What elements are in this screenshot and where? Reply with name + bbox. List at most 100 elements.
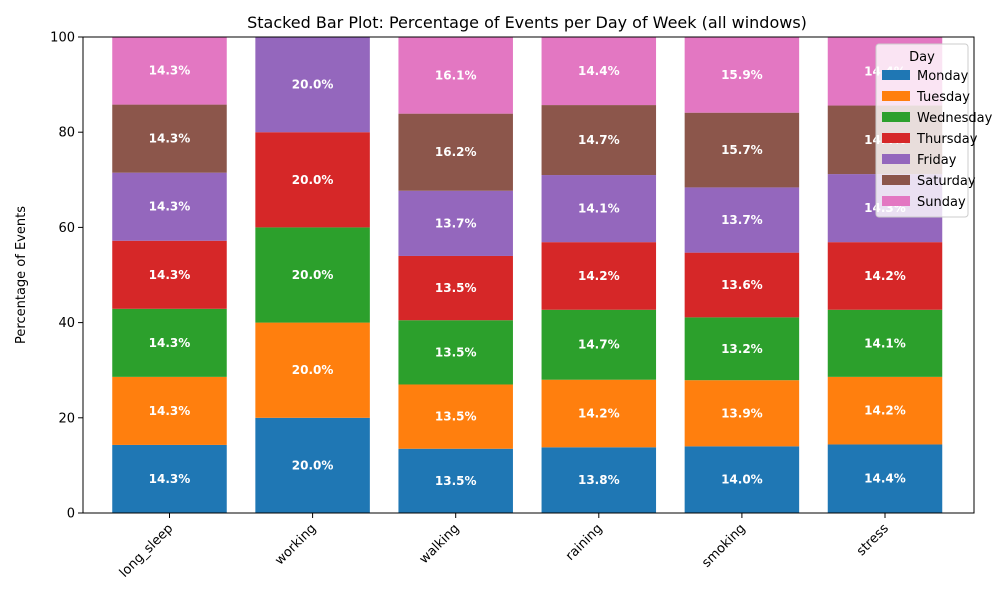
data-label: 14.3% — [149, 200, 191, 214]
bar-working-wednesday — [255, 227, 370, 323]
bar-walking-saturday — [398, 113, 513, 191]
bar-walking-sunday — [398, 37, 513, 114]
x-tick-label: working — [272, 521, 319, 568]
bar-walking-friday — [398, 190, 513, 256]
legend: Day Monday Tuesday Wednesday Thursday Friday S… — [875, 43, 993, 218]
bar-raining-monday — [541, 447, 657, 513]
data-label: 14.1% — [578, 202, 620, 216]
legend-swatch-friday — [882, 154, 910, 164]
data-label: 13.6% — [721, 278, 763, 292]
data-label: 20.0% — [292, 173, 334, 187]
y-tick-label: 0 — [67, 507, 75, 522]
legend-entry-saturday: Saturday — [917, 174, 976, 189]
bar-raining-thursday — [541, 242, 657, 310]
plot-frame — [82, 36, 975, 514]
bar-walking-tuesday — [398, 384, 513, 449]
bar-stress-tuesday — [827, 376, 943, 445]
legend-entry-friday: Friday — [917, 153, 957, 168]
data-label: 15.7% — [721, 143, 763, 157]
x-tick-label: raining — [563, 521, 606, 564]
legend-entry-tuesday: Tuesday — [916, 90, 970, 105]
legend-entry-sunday: Sunday — [917, 195, 966, 210]
y-axis-label: Percentage of Events — [14, 206, 29, 344]
bar-long_sleep-friday — [112, 172, 227, 241]
bar-smoking-monday — [684, 446, 800, 513]
data-label: 13.8% — [578, 473, 620, 487]
bar-walking-thursday — [398, 255, 513, 321]
x-tick-label: stress — [854, 521, 892, 559]
bar-stress-thursday — [827, 242, 943, 310]
data-label: 13.2% — [721, 342, 763, 356]
bar-raining-saturday — [541, 105, 657, 176]
x-tick-label: long_sleep — [117, 521, 177, 581]
bar-working-friday — [255, 37, 370, 133]
bar-long_sleep-monday — [112, 444, 227, 513]
legend-box — [875, 43, 969, 218]
y-tick-label: 60 — [58, 221, 75, 236]
data-label: 14.2% — [864, 404, 906, 418]
bar-smoking-saturday — [684, 112, 800, 188]
data-label: 20.0% — [292, 363, 334, 377]
legend-swatch-tuesday — [882, 91, 910, 101]
bar-smoking-friday — [684, 187, 800, 253]
legend-swatch-saturday — [882, 175, 910, 185]
legend-swatch-thursday — [882, 133, 910, 143]
data-label: 13.7% — [435, 216, 477, 230]
legend-entry-monday: Monday — [917, 69, 969, 84]
data-label: 14.3% — [149, 336, 191, 350]
bar-long_sleep-wednesday — [112, 308, 227, 377]
data-label: 14.7% — [578, 338, 620, 352]
bar-smoking-wednesday — [684, 317, 800, 381]
data-label: 13.5% — [435, 410, 477, 424]
bar-long_sleep-thursday — [112, 240, 227, 309]
bar-raining-tuesday — [541, 379, 657, 448]
data-label: 14.2% — [578, 269, 620, 283]
data-label: 14.3% — [149, 64, 191, 78]
data-label: 13.5% — [435, 474, 477, 488]
legend-swatch-monday — [882, 70, 910, 80]
data-label: 20.0% — [292, 268, 334, 282]
bar-working-monday — [255, 417, 370, 513]
data-label: 14.3% — [149, 268, 191, 282]
data-label: 13.5% — [435, 345, 477, 359]
x-tick-label: smoking — [699, 521, 749, 571]
bar-smoking-sunday — [684, 37, 800, 113]
bar-long_sleep-sunday — [112, 37, 227, 105]
x-tick-label: walking — [417, 521, 463, 567]
bars-group — [112, 37, 943, 513]
data-label: 13.5% — [435, 281, 477, 295]
data-label: 14.2% — [864, 269, 906, 283]
bar-stress-wednesday — [827, 309, 943, 377]
bar-raining-friday — [541, 175, 657, 243]
data-label: 13.9% — [721, 406, 763, 420]
legend-entry-wednesday: Wednesday — [917, 111, 993, 126]
bar-labels-group: 14.3% 14.3% 14.3% 14.3% 14.3% 14.3% 14.3% 20.0%… — [149, 64, 906, 488]
data-label: 14.4% — [864, 472, 906, 486]
legend-swatch-wednesday — [882, 112, 910, 122]
data-label: 16.2% — [435, 145, 477, 159]
data-label: 14.2% — [578, 407, 620, 421]
chart-title: Stacked Bar Plot: Percentage of Events p… — [247, 13, 807, 32]
data-label: 15.9% — [721, 68, 763, 82]
data-label: 13.7% — [721, 213, 763, 227]
data-label: 16.1% — [435, 68, 477, 82]
bar-long_sleep-tuesday — [112, 376, 227, 445]
bar-working-tuesday — [255, 322, 370, 418]
data-label: 14.3% — [149, 404, 191, 418]
bar-walking-monday — [398, 448, 513, 513]
bar-smoking-tuesday — [684, 380, 800, 447]
legend-entry-thursday: Thursday — [916, 132, 978, 147]
bar-raining-sunday — [541, 37, 657, 106]
data-label: 14.1% — [864, 336, 906, 350]
legend-swatch-sunday — [882, 196, 910, 206]
bar-working-thursday — [255, 132, 370, 228]
data-label: 14.3% — [149, 132, 191, 146]
bar-long_sleep-saturday — [112, 104, 227, 173]
y-axis: 0 20 40 60 80 100 — [50, 31, 83, 522]
data-label: 14.4% — [578, 64, 620, 78]
data-label: 20.0% — [292, 458, 334, 472]
y-tick-label: 20 — [58, 411, 75, 426]
data-label: 14.3% — [149, 472, 191, 486]
bar-raining-wednesday — [541, 309, 657, 380]
